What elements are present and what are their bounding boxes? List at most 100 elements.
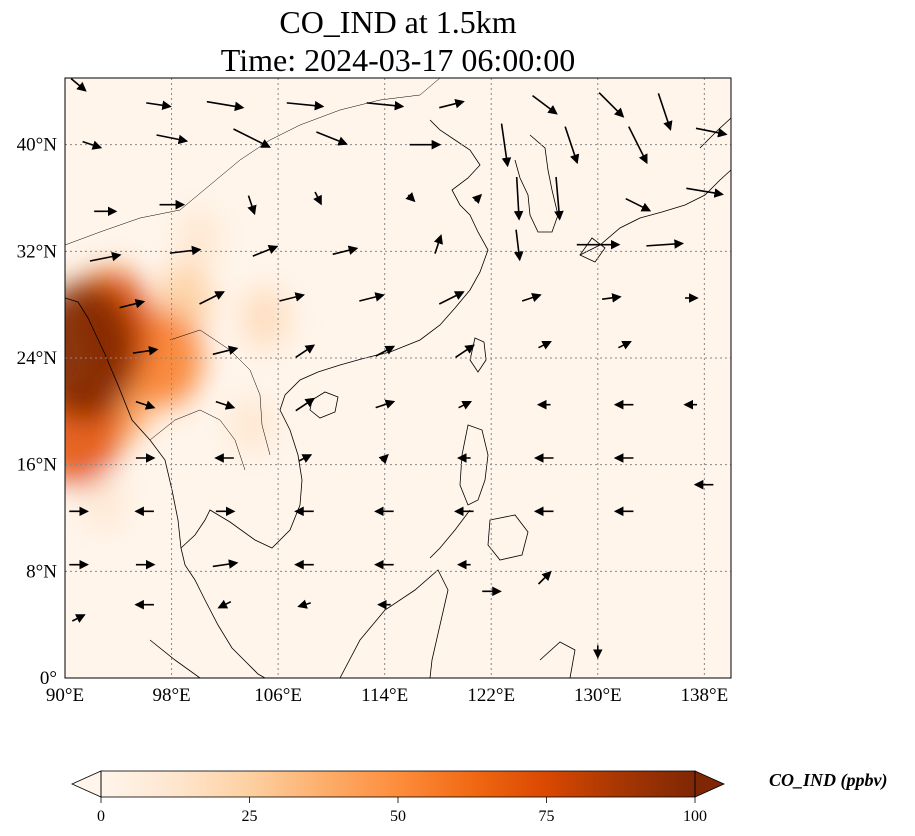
concentration-hotspot bbox=[65, 282, 138, 421]
wind-vector-arrow bbox=[132, 345, 159, 356]
wind-vector-arrow bbox=[500, 123, 512, 168]
coastline-sulawesi bbox=[539, 641, 576, 678]
wind-vector-arrow bbox=[513, 176, 524, 221]
wind-vector-arrow bbox=[135, 400, 156, 410]
longitude-tick-label: 130°E bbox=[574, 685, 622, 706]
wind-vector-arrow bbox=[332, 245, 359, 256]
longitude-tick-label: 122°E bbox=[467, 685, 515, 706]
wind-vector-arrow bbox=[89, 251, 122, 262]
wind-vector-arrow bbox=[169, 245, 202, 256]
wind-vector-arrow bbox=[625, 197, 652, 212]
wind-vector-arrow bbox=[602, 293, 622, 303]
longitude-tick-label: 90°E bbox=[46, 685, 84, 706]
colorbar-extend-min bbox=[71, 770, 102, 798]
wind-vector-arrow bbox=[217, 599, 232, 609]
latitude-tick-label: 0° bbox=[40, 668, 57, 689]
map-gridlines bbox=[65, 78, 731, 678]
concentration-hotspot bbox=[240, 286, 290, 350]
border-china-north bbox=[65, 78, 441, 246]
wind-vector-arrow bbox=[247, 195, 257, 216]
wind-vector-arrow bbox=[156, 134, 189, 145]
wind-vector-arrow bbox=[438, 291, 465, 305]
longitude-tick-label: 98°E bbox=[152, 685, 190, 706]
latitude-tick-label: 32°N bbox=[17, 241, 58, 262]
wind-vector-arrow bbox=[375, 345, 396, 357]
co-concentration-field bbox=[65, 209, 290, 533]
concentration-hotspot bbox=[229, 395, 274, 454]
coastline-japan-kyushu bbox=[579, 237, 606, 263]
wind-vector-arrow bbox=[70, 78, 87, 92]
wind-vector-arrow bbox=[146, 100, 172, 111]
wind-vector-arrow bbox=[286, 100, 325, 111]
wind-vector-arrow bbox=[82, 140, 103, 150]
map-subtitle-time: Time: 2024-03-17 06:00:00 bbox=[220, 42, 576, 78]
colorbar-ticks: 0 25 50 75 100 bbox=[97, 797, 707, 825]
coastline-japan-main bbox=[579, 169, 731, 256]
latitude-tick-label: 24°N bbox=[17, 348, 58, 369]
wind-vector-arrow bbox=[686, 187, 724, 198]
coastlines bbox=[65, 78, 731, 678]
wind-vector-arrow bbox=[212, 559, 239, 569]
coastline-palawan bbox=[429, 509, 471, 559]
wind-vector-arrow bbox=[618, 340, 632, 350]
wind-vector-arrow bbox=[657, 93, 673, 131]
coastline-mainland-west bbox=[65, 297, 266, 678]
wind-vector-arrow bbox=[295, 344, 316, 358]
coastline-hainan bbox=[309, 391, 339, 419]
latitude-ticks: 0° 8°N 16°N 24°N 32°N 40°N bbox=[17, 135, 58, 689]
wind-vector-arrow bbox=[455, 344, 475, 358]
wind-vector-arrow bbox=[206, 100, 245, 112]
wind-vector-arrow bbox=[554, 176, 564, 221]
concentration-hotspot bbox=[176, 209, 221, 267]
colorbar-tick-label: 50 bbox=[390, 808, 406, 825]
wind-vector-arrow bbox=[212, 345, 239, 356]
map-frame bbox=[64, 77, 732, 679]
wind-vector-arrow bbox=[215, 400, 236, 410]
wind-vector-arrow bbox=[313, 191, 322, 206]
wind-vector-arrow bbox=[233, 128, 271, 148]
wind-vector-arrow bbox=[297, 599, 311, 609]
longitude-tick-label: 114°E bbox=[361, 685, 408, 706]
wind-vector-arrow bbox=[564, 126, 580, 165]
colorbar-tick-label: 75 bbox=[539, 808, 555, 825]
latitude-tick-label: 40°N bbox=[17, 135, 58, 156]
border-myanmar-thailand bbox=[149, 409, 246, 471]
colorbar-tick-label: 0 bbox=[97, 808, 105, 825]
wind-vector-arrow bbox=[532, 95, 558, 115]
concentration-hotspot bbox=[83, 476, 127, 533]
wind-vector-arrow bbox=[199, 291, 225, 305]
coastline-korea bbox=[514, 134, 559, 233]
wind-vector-arrow bbox=[252, 245, 279, 257]
wind-vector-arrow bbox=[298, 454, 313, 463]
wind-vector-arrow bbox=[119, 298, 146, 309]
border-indochina bbox=[169, 329, 271, 456]
wind-vector-arrow bbox=[433, 234, 443, 254]
colorbar-label: CO_IND (ppbv) bbox=[769, 770, 888, 790]
wind-vector-arrow bbox=[378, 453, 389, 465]
wind-vector-arrow bbox=[538, 340, 552, 350]
wind-vector-arrow bbox=[513, 229, 524, 262]
wind-vector-arrow bbox=[279, 292, 305, 302]
colorbar-tick-label: 25 bbox=[242, 808, 258, 825]
longitude-tick-label: 106°E bbox=[254, 685, 302, 706]
map-title: CO_IND at 1.5km bbox=[279, 4, 517, 40]
wind-vector-arrow bbox=[71, 614, 86, 623]
wind-vector-arrow bbox=[439, 98, 465, 109]
longitude-ticks: 90°E 98°E 106°E 114°E 122°E 130°E 138°E bbox=[46, 685, 728, 706]
wind-vector-arrow bbox=[537, 570, 552, 585]
wind-vector-arrow bbox=[295, 397, 316, 412]
wind-vector-arrow bbox=[405, 191, 416, 203]
wind-vector-arrow bbox=[316, 131, 348, 146]
latitude-tick-label: 16°N bbox=[17, 455, 58, 476]
wind-vectors bbox=[69, 78, 728, 659]
coastline-taiwan bbox=[469, 337, 487, 373]
wind-vector-arrow bbox=[646, 239, 684, 249]
wind-vector-arrow bbox=[375, 399, 396, 409]
coastline-borneo bbox=[339, 569, 449, 678]
colorbar-tick-label: 100 bbox=[683, 808, 707, 825]
wind-vector-arrow bbox=[628, 126, 648, 165]
wind-vector-arrow bbox=[366, 100, 405, 111]
wind-vector-arrow bbox=[521, 292, 542, 303]
colorbar: 0 25 50 75 100 bbox=[71, 770, 725, 825]
